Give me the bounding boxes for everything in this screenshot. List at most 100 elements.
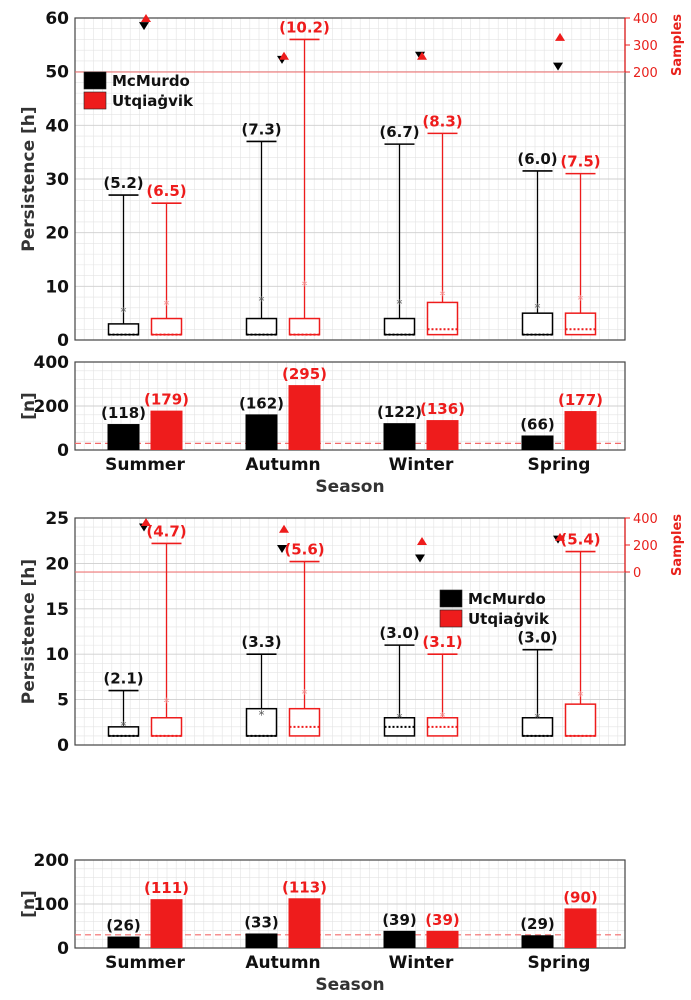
- bar-utqiagvik: [288, 385, 321, 450]
- bar-value-label: (113): [282, 878, 327, 896]
- y-axis-label: Persistence [h]: [19, 559, 39, 704]
- legend-swatch: [83, 91, 107, 110]
- y-tick-label: 20: [45, 554, 69, 574]
- bar-value-label: (118): [101, 404, 146, 422]
- y-tick-label: 200: [34, 397, 70, 417]
- box-body: [245, 317, 278, 336]
- box-mcmurdo: * (3.0): [517, 629, 558, 737]
- legend-swatch: [83, 71, 107, 90]
- box-mcmurdo: * (3.0): [379, 624, 420, 737]
- bar-mcmurdo: [245, 933, 278, 948]
- y-tick-label: 0: [57, 736, 69, 756]
- bar-value-label: (111): [144, 879, 189, 897]
- box-body: [150, 317, 183, 336]
- bar-value-label: (162): [239, 394, 284, 412]
- mean-label: (4.7): [146, 522, 186, 540]
- samples-axis-label: Samples: [670, 514, 685, 576]
- bar-value-label: (66): [520, 415, 555, 433]
- mean-marker: *: [535, 301, 541, 315]
- x-tick-label: Spring: [528, 455, 591, 475]
- bar-value-label: (29): [520, 915, 555, 933]
- mean-label: (5.4): [560, 531, 600, 549]
- y-axis-label: [n]: [19, 392, 39, 420]
- y-tick-label: 25: [45, 509, 69, 529]
- x-axis-label: Season: [315, 477, 384, 497]
- samples-tick-label: 400: [633, 12, 658, 27]
- mean-marker: *: [259, 708, 265, 722]
- x-tick-label: Winter: [389, 455, 454, 475]
- box-body: [288, 707, 321, 737]
- plot-frame: [74, 859, 626, 949]
- bar-utqiagvik: [564, 908, 597, 948]
- y-tick-label: 0: [57, 939, 69, 959]
- y-tick-label: 100: [34, 895, 70, 915]
- x-tick-label: Autumn: [245, 953, 320, 973]
- box-mcmurdo: * (7.3): [241, 120, 282, 336]
- samples-marker: [279, 51, 289, 60]
- bar-mcmurdo: [245, 414, 278, 450]
- y-tick-label: 400: [34, 353, 70, 373]
- x-tick-label: Summer: [105, 953, 185, 973]
- mean-label: (3.0): [517, 629, 557, 647]
- bar-mcmurdo: [107, 424, 140, 450]
- box-mcmurdo: * (6.7): [379, 123, 420, 336]
- mean-marker: *: [164, 298, 170, 312]
- box-utqiagvik: * (10.2): [279, 18, 330, 336]
- bar-utqiagvik: [564, 411, 597, 450]
- box-body: [288, 317, 321, 336]
- box-body: [150, 717, 183, 737]
- mean-marker: *: [302, 278, 308, 292]
- bar-utqiagvik: [288, 898, 321, 948]
- box-mcmurdo: * (3.3): [241, 633, 282, 737]
- mean-label: (5.6): [284, 541, 324, 559]
- y-tick-label: 0: [57, 441, 69, 461]
- mean-marker: *: [578, 293, 584, 307]
- x-tick-label: Winter: [389, 953, 454, 973]
- mean-marker: *: [578, 689, 584, 703]
- x-axis-label: Season: [315, 975, 384, 995]
- box-body: [107, 726, 140, 737]
- y-tick-label: 60: [45, 9, 69, 29]
- mean-label: (7.5): [560, 153, 600, 171]
- bar-mcmurdo: [521, 435, 554, 450]
- grid-lines: [75, 17, 625, 341]
- bar-utqiagvik: [426, 930, 459, 948]
- box-body: [564, 312, 597, 336]
- box-body: [521, 717, 554, 737]
- mean-marker: *: [397, 711, 403, 725]
- bar-value-label: (179): [144, 391, 189, 409]
- x-tick-label: Summer: [105, 455, 185, 475]
- box-body: [383, 317, 416, 336]
- samples-tick-label: 400: [633, 512, 658, 527]
- samples-axis-label: Samples: [670, 14, 685, 76]
- mean-label: (10.2): [279, 18, 330, 36]
- bar-value-label: (295): [282, 365, 327, 383]
- box-utqiagvik: * (6.5): [146, 182, 187, 336]
- samples-marker: [277, 545, 287, 554]
- samples-marker: [555, 532, 565, 541]
- y-tick-label: 10: [45, 277, 69, 297]
- mean-label: (7.3): [241, 120, 281, 138]
- mean-marker: *: [440, 288, 446, 302]
- mean-marker: *: [164, 695, 170, 709]
- y-tick-label: 30: [45, 170, 69, 190]
- samples-tick-label: 300: [633, 39, 658, 54]
- bar-value-label: (39): [382, 911, 417, 929]
- mean-label: (6.5): [146, 182, 186, 200]
- bar-value-label: (122): [377, 403, 422, 421]
- mean-label: (3.0): [379, 624, 419, 642]
- y-tick-label: 15: [45, 600, 69, 620]
- box-mcmurdo: * (2.1): [103, 670, 144, 737]
- y-tick-label: 200: [34, 851, 70, 871]
- samples-marker: [279, 524, 289, 533]
- mean-marker: *: [121, 719, 127, 733]
- samples-marker: [141, 518, 151, 527]
- legend-label: McMurdo: [112, 72, 190, 90]
- samples-marker: [141, 14, 151, 22]
- bar-mcmurdo: [107, 936, 140, 948]
- x-tick-label: Autumn: [245, 455, 320, 475]
- samples-marker: [417, 51, 427, 60]
- box-body: [107, 323, 140, 336]
- plot-frame: [74, 361, 626, 451]
- bar-value-label: (177): [558, 391, 603, 409]
